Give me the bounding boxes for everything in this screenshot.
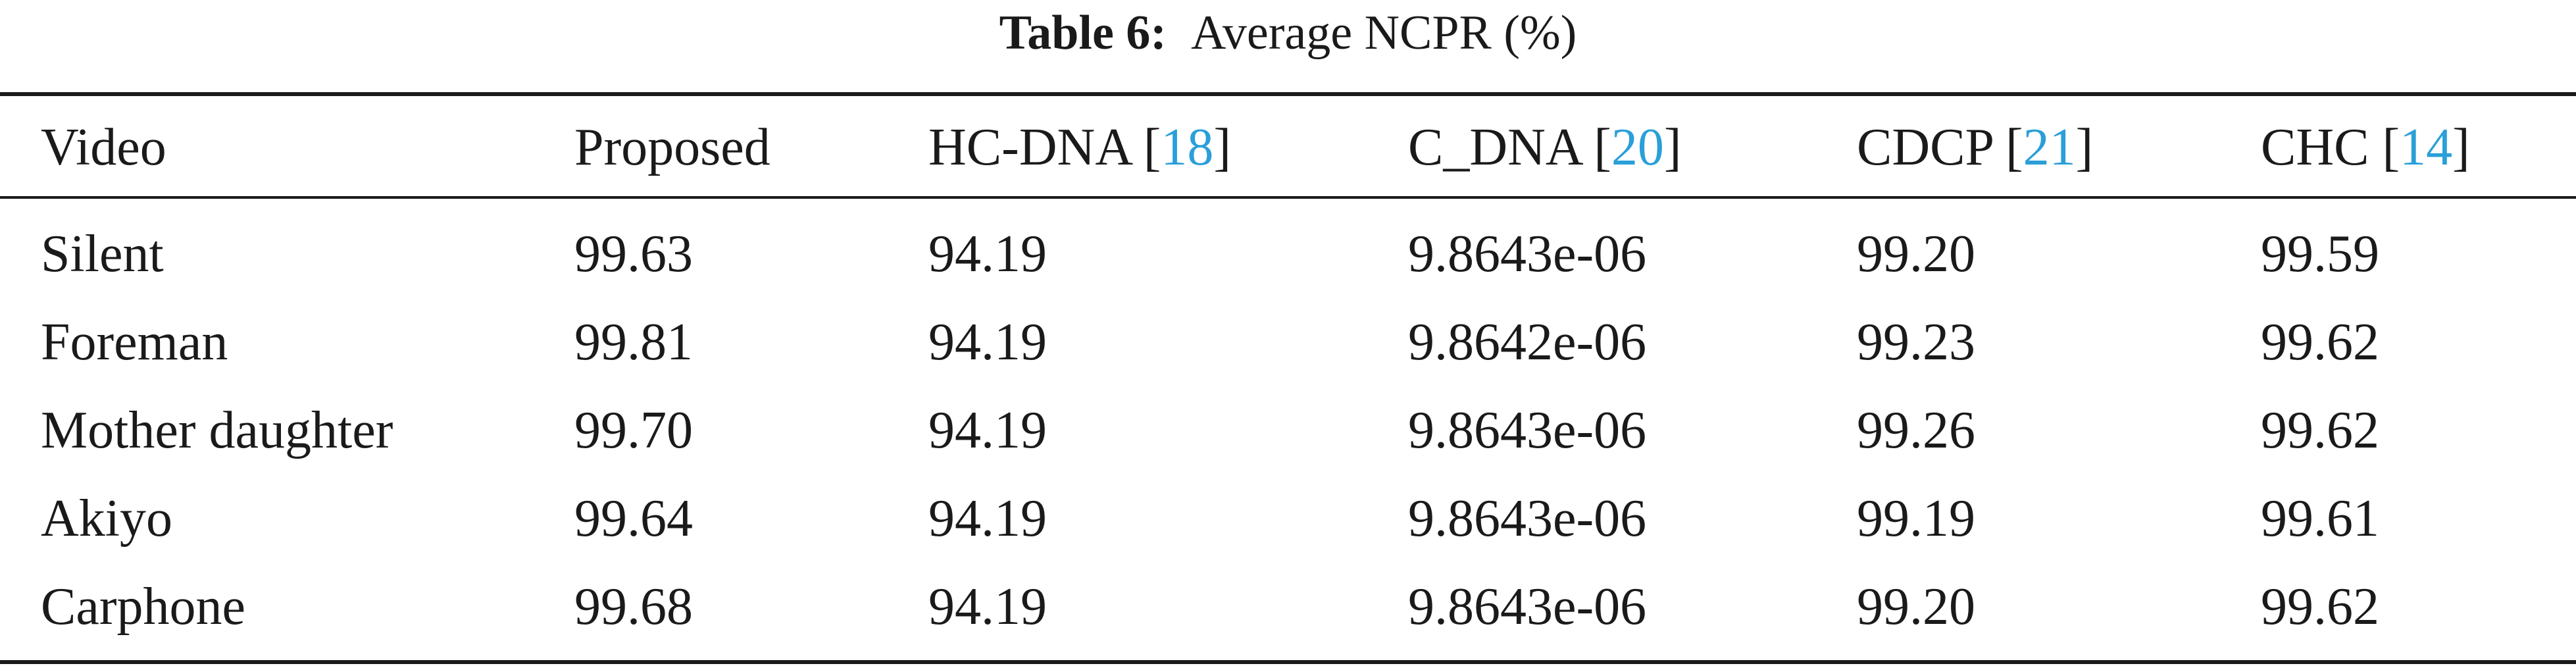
citation-link-21[interactable]: 21 xyxy=(2023,118,2076,176)
table-cell: 99.62 xyxy=(2261,313,2379,371)
table-cell: 94.19 xyxy=(928,225,1047,283)
table-cell: 9.8643e-06 xyxy=(1408,578,1647,636)
table-cell: Foreman xyxy=(41,313,228,371)
table-cell: 99.20 xyxy=(1857,225,1975,283)
table-cell: 9.8642e-06 xyxy=(1408,313,1647,371)
column-header-c-dna: C_DNA [20] xyxy=(1408,118,1682,176)
table-header-rule xyxy=(0,196,2576,199)
table-cell: 99.62 xyxy=(2261,578,2379,636)
column-header-proposed: Proposed xyxy=(574,118,770,176)
table-cell: 94.19 xyxy=(928,490,1047,548)
table-cell: Silent xyxy=(41,225,164,283)
table-cell: 94.19 xyxy=(928,578,1047,636)
citation-link-20[interactable]: 20 xyxy=(1611,118,1664,176)
table-cell: 94.19 xyxy=(928,313,1047,371)
table-cell: 99.63 xyxy=(574,225,693,283)
table-cell: 99.62 xyxy=(2261,401,2379,459)
table-cell: 99.81 xyxy=(574,313,693,371)
table-cell: Mother daughter xyxy=(41,401,393,459)
table-cell: 99.23 xyxy=(1857,313,1975,371)
citation-link-18[interactable]: 18 xyxy=(1161,118,1214,176)
column-header-hc-dna: HC-DNA [18] xyxy=(928,118,1231,176)
table-row: Carphone 99.68 94.19 9.8643e-06 99.20 99… xyxy=(0,564,2576,650)
table-caption-label: Table 6: xyxy=(999,6,1167,60)
table-cell: 99.70 xyxy=(574,401,693,459)
table-header-row: Video Proposed HC-DNA [18] C_DNA [20] CD… xyxy=(0,105,2576,190)
column-header-chc: CHC [14] xyxy=(2261,118,2470,176)
table-caption: Table 6: Average NCPR (%) xyxy=(0,0,2576,72)
table-cell: 99.68 xyxy=(574,578,693,636)
table-caption-title: Average NCPR (%) xyxy=(1190,6,1577,60)
table-cell: 9.8643e-06 xyxy=(1408,225,1647,283)
table-cell: 9.8643e-06 xyxy=(1408,490,1647,548)
table-row: Silent 99.63 94.19 9.8643e-06 99.20 99.5… xyxy=(0,211,2576,297)
table-cell: Akiyo xyxy=(41,490,172,548)
table-cell: 99.64 xyxy=(574,490,693,548)
table-bottom-rule xyxy=(0,660,2576,664)
table-row: Mother daughter 99.70 94.19 9.8643e-06 9… xyxy=(0,388,2576,473)
table-cell: 99.59 xyxy=(2261,225,2379,283)
column-header-video: Video xyxy=(41,118,166,176)
table-top-rule xyxy=(0,92,2576,96)
table-cell: Carphone xyxy=(41,578,246,636)
table-row: Foreman 99.81 94.19 9.8642e-06 99.23 99.… xyxy=(0,299,2576,385)
table-cell: 99.61 xyxy=(2261,490,2379,548)
table-cell: 99.26 xyxy=(1857,401,1975,459)
table-cell: 9.8643e-06 xyxy=(1408,401,1647,459)
column-header-cdcp: CDCP [21] xyxy=(1857,118,2094,176)
table-cell: 99.19 xyxy=(1857,490,1975,548)
table-cell: 99.20 xyxy=(1857,578,1975,636)
table-cell: 94.19 xyxy=(928,401,1047,459)
table-row: Akiyo 99.64 94.19 9.8643e-06 99.19 99.61 xyxy=(0,476,2576,561)
citation-link-14[interactable]: 14 xyxy=(2400,118,2453,176)
